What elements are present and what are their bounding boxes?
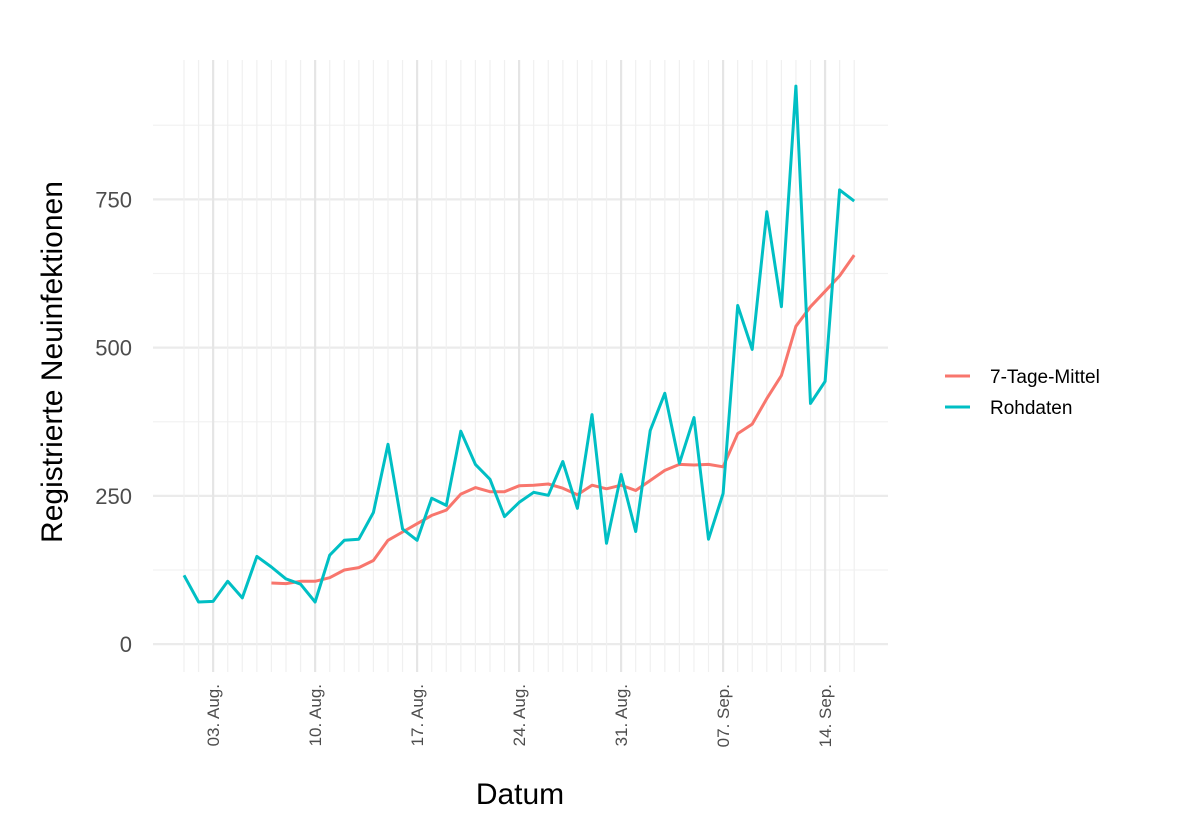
x-tick-label: 07. Sep. <box>714 684 733 747</box>
x-tick-label: 03. Aug. <box>204 684 223 746</box>
grid <box>153 60 888 672</box>
legend-label: Rohdaten <box>990 398 1072 419</box>
y-tick-label: 0 <box>120 632 132 657</box>
y-axis-title: Registrierte Neuinfektionen <box>36 181 69 543</box>
marks <box>182 84 856 604</box>
x-tick-label: 17. Aug. <box>408 684 427 746</box>
y-tick-label: 750 <box>95 187 132 212</box>
legend-label: 7-Tage-Mittel <box>990 367 1100 388</box>
line <box>182 84 856 604</box>
y-tick-label: 250 <box>95 484 132 509</box>
x-axis-title: Datum <box>476 778 564 811</box>
x-tick-label: 24. Aug. <box>510 684 529 746</box>
x-tick-label: 10. Aug. <box>306 684 325 746</box>
x-tick-label: 14. Sep. <box>816 684 835 747</box>
y-tick-label: 500 <box>95 336 132 361</box>
line <box>271 254 856 586</box>
x-tick-label: 31. Aug. <box>612 684 631 746</box>
